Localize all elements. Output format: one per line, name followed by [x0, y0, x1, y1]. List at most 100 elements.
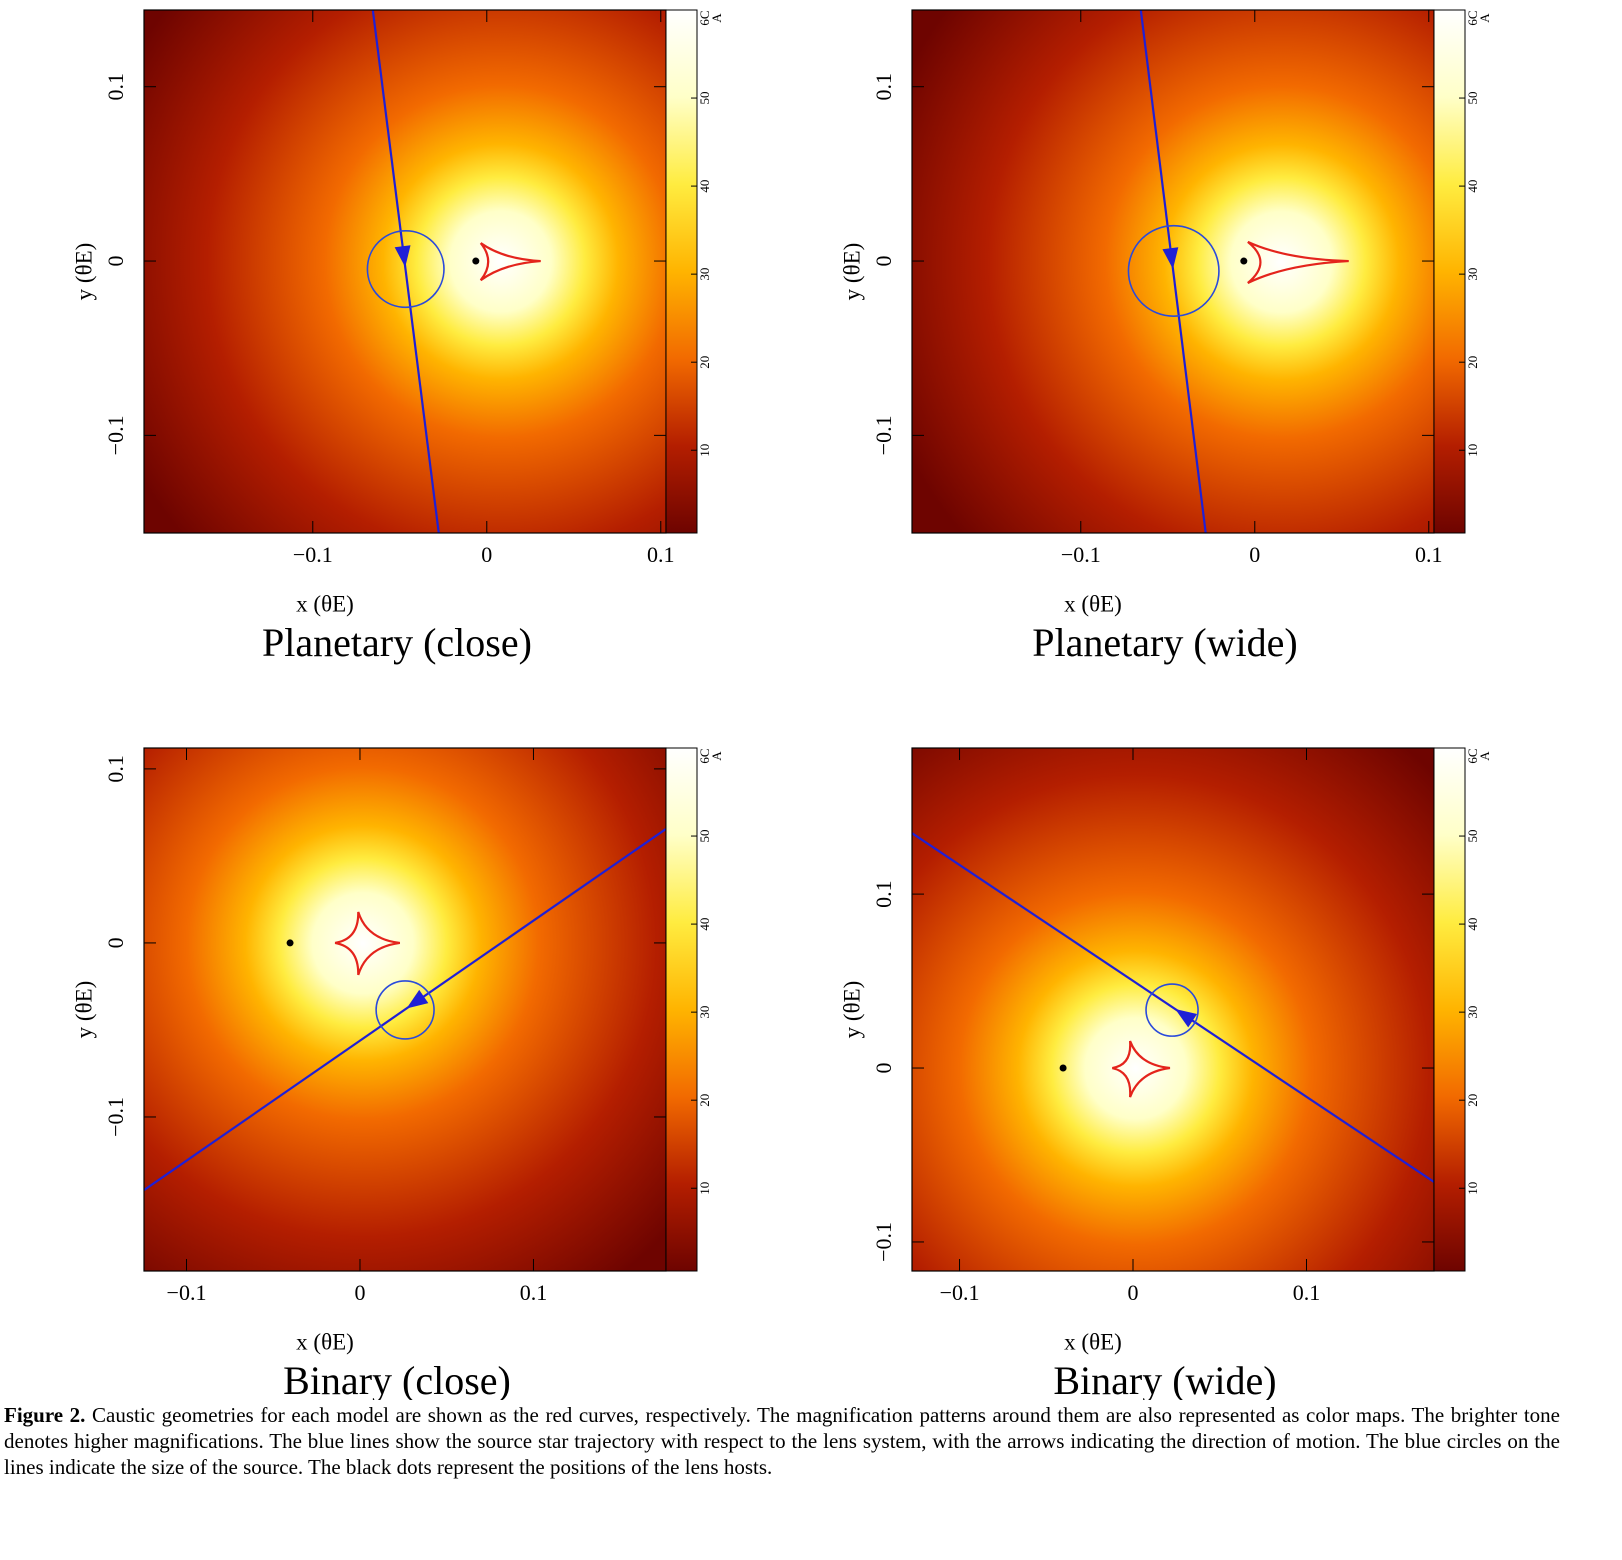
- x-tick-label: 0.1: [1415, 542, 1443, 567]
- y-tick-label: 0.1: [871, 880, 896, 908]
- plot-area: [912, 10, 1434, 533]
- trajectory: [912, 832, 1434, 1183]
- y-tick-label: 0: [871, 256, 896, 267]
- colorbar-tick-label: 10: [1465, 1182, 1480, 1195]
- colorbar-label: A: [1477, 751, 1492, 761]
- x-axis-label: x (θE): [1064, 1329, 1122, 1354]
- colorbar: [1433, 9, 1466, 534]
- panel-title: Binary (close): [283, 1358, 511, 1400]
- colorbar-tick-label: 20: [697, 1094, 712, 1107]
- colorbar-tick-label: 6C: [1465, 748, 1480, 763]
- y-tick-label: 0: [103, 937, 128, 948]
- panel: −0.1 0 0.1 −0.1 0 0.1 x (θE) y (θE) Planetary (c…: [71, 9, 724, 665]
- colorbar-tick-label: 40: [697, 180, 712, 193]
- colorbar-tick-label: 30: [1465, 1006, 1480, 1019]
- trajectory: [144, 828, 666, 1191]
- plot-area: [144, 748, 666, 1271]
- y-tick-label: 0.1: [103, 755, 128, 783]
- x-tick-label: 0: [354, 1280, 365, 1305]
- colorbar: [665, 747, 698, 1272]
- x-tick-label: 0.1: [520, 1280, 548, 1305]
- colorbar-tick-label: 50: [697, 92, 712, 105]
- plot-area: [144, 10, 666, 533]
- panel-title: Planetary (wide): [1032, 620, 1297, 665]
- caustic: [1247, 240, 1349, 284]
- y-axis-label: y (θE): [839, 981, 864, 1039]
- y-axis-label: y (θE): [71, 243, 96, 301]
- colorbar-tick-label: 30: [1465, 268, 1480, 281]
- x-tick-label: −0.1: [293, 542, 333, 567]
- direction-arrow: [406, 989, 429, 1009]
- colorbar-tick-label: 10: [697, 1182, 712, 1195]
- figure: −0.1 0 0.1 −0.1 0 0.1 x (θE) y (θE) Planetary (c…: [71, 9, 1492, 1400]
- y-tick-label: 0: [871, 1063, 896, 1074]
- panel: −0.1 0 0.1 −0.1 0 0.1 x (θE) y (θE) Planetary (w…: [839, 9, 1492, 665]
- magnification-map: [912, 748, 1434, 1271]
- colorbar-tick-label: 50: [1465, 830, 1480, 843]
- y-tick-label: 0.1: [871, 73, 896, 101]
- lens-host: [1240, 257, 1248, 265]
- x-tick-label: −0.1: [167, 1280, 207, 1305]
- x-tick-label: −0.1: [1061, 542, 1101, 567]
- x-tick-label: 0.1: [1293, 1280, 1321, 1305]
- colorbar-tick-label: 20: [1465, 356, 1480, 369]
- x-tick-label: −0.1: [940, 1280, 980, 1305]
- caption-label: Figure 2.: [4, 1403, 86, 1427]
- caustic: [1111, 1040, 1171, 1098]
- panel-title: Planetary (close): [262, 620, 532, 665]
- trajectory: [1139, 10, 1207, 533]
- x-axis-label: x (θE): [1064, 591, 1122, 616]
- x-tick-label: 0.1: [647, 542, 675, 567]
- source: [1127, 224, 1220, 318]
- colorbar-tick-label: 30: [697, 1006, 712, 1019]
- colorbar-tick-label: 40: [697, 918, 712, 931]
- colorbar-tick-label: 30: [697, 268, 712, 281]
- direction-arrow: [1162, 247, 1179, 270]
- colorbar-tick-label: 40: [1465, 918, 1480, 931]
- caption-text: Caustic geometries for each model are sh…: [4, 1403, 1560, 1479]
- y-axis-label: y (θE): [71, 981, 96, 1039]
- panel-title: Binary (wide): [1053, 1358, 1276, 1400]
- panel: −0.1 0 0.1 −0.1 0 0.1 x (θE) y (θE) Binary (wide…: [839, 747, 1492, 1400]
- lens-host: [472, 257, 480, 265]
- caustic: [479, 242, 541, 282]
- direction-arrow: [1175, 1009, 1198, 1028]
- plot-area: [912, 748, 1434, 1271]
- source: [1145, 983, 1199, 1037]
- x-tick-label: 0: [1249, 542, 1260, 567]
- colorbar-tick-label: 6C: [1465, 10, 1480, 25]
- y-tick-label: −0.1: [103, 415, 128, 455]
- y-tick-label: 0.1: [103, 73, 128, 101]
- source: [375, 980, 435, 1040]
- x-axis-label: x (θE): [296, 1329, 354, 1354]
- y-tick-label: −0.1: [871, 1222, 896, 1262]
- colorbar-label: A: [709, 751, 724, 761]
- colorbar-tick-label: 10: [697, 444, 712, 457]
- colorbar-tick-label: 6C: [697, 748, 712, 763]
- colorbar-tick-label: 50: [697, 830, 712, 843]
- colorbar-tick-label: 10: [1465, 444, 1480, 457]
- colorbar-label: A: [1477, 13, 1492, 23]
- x-axis-label: x (θE): [296, 591, 354, 616]
- colorbar-tick-label: 40: [1465, 180, 1480, 193]
- lens-host: [286, 939, 294, 947]
- source: [366, 229, 445, 309]
- colorbar-tick-label: 6C: [697, 10, 712, 25]
- y-tick-label: 0: [103, 256, 128, 267]
- trajectory: [371, 10, 440, 533]
- y-tick-label: −0.1: [871, 415, 896, 455]
- caption: Figure 2. Caustic geometries for each mo…: [4, 1402, 1560, 1480]
- caustic: [334, 911, 401, 976]
- colorbar-tick-label: 20: [697, 356, 712, 369]
- x-tick-label: 0: [1128, 1280, 1139, 1305]
- colorbar: [1433, 747, 1466, 1272]
- colorbar-tick-label: 50: [1465, 92, 1480, 105]
- x-tick-label: 0: [481, 542, 492, 567]
- panel: −0.1 0 0.1 −0.1 0 0.1 x (θE) y (θE) Binary (clos…: [71, 747, 724, 1400]
- colorbar: [665, 9, 698, 534]
- lens-host: [1059, 1064, 1067, 1072]
- direction-arrow: [394, 245, 411, 268]
- colorbar-label: A: [709, 13, 724, 23]
- y-axis-label: y (θE): [839, 243, 864, 301]
